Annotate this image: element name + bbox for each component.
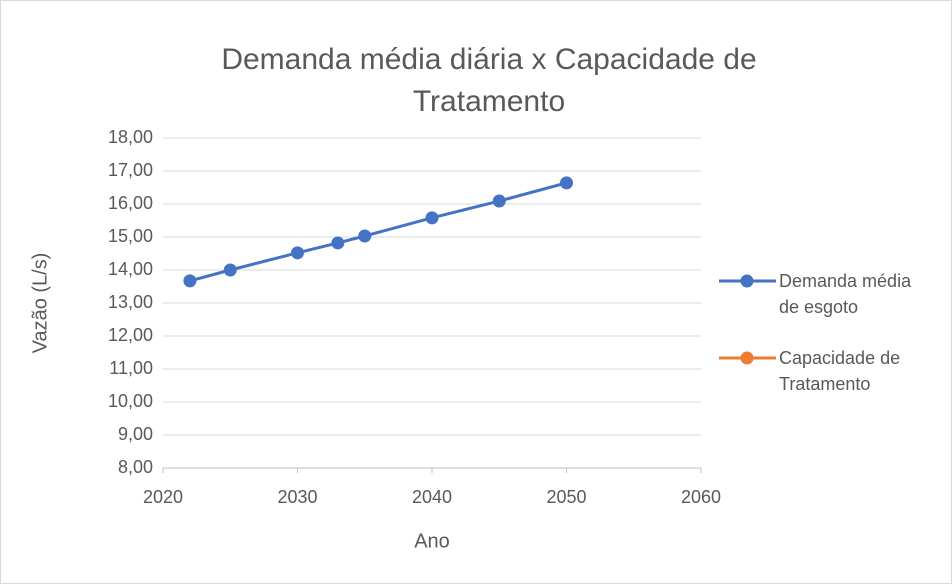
- data-point: [223, 263, 237, 277]
- x-tick-label: 2050: [546, 487, 586, 507]
- x-axis-label: Ano: [414, 530, 450, 552]
- data-point: [358, 229, 372, 243]
- legend-marker: [740, 274, 754, 288]
- y-tick-label: 18,00: [108, 127, 153, 147]
- y-tick-label: 11,00: [109, 358, 153, 378]
- x-tick-label: 2020: [143, 487, 183, 507]
- chart-title: Demanda média diária x Capacidade de Tra…: [221, 43, 757, 118]
- legend-marker: [740, 351, 754, 365]
- data-point: [291, 246, 304, 260]
- y-tick-label: 10,00: [108, 391, 153, 411]
- y-tick-label: 8,00: [118, 457, 153, 477]
- legend-label: Demanda média de esgoto: [779, 271, 912, 317]
- y-tick-label: 14,00: [108, 259, 153, 279]
- y-tick-label: 13,00: [108, 292, 153, 312]
- y-tick-label: 16,00: [108, 193, 153, 213]
- x-tick-label: 2060: [681, 487, 721, 507]
- data-point: [331, 236, 345, 250]
- y-tick-label: 15,00: [108, 226, 153, 246]
- y-tick-label: 12,00: [108, 325, 153, 345]
- y-axis-label: Vazão (L/s): [29, 253, 51, 354]
- y-tick-label: 9,00: [118, 424, 153, 444]
- legend-label: Capacidade de Tratamento: [779, 348, 901, 394]
- data-point: [492, 194, 506, 208]
- x-tick-label: 2030: [277, 487, 317, 507]
- series-line: [189, 181, 567, 283]
- data-point: [183, 274, 197, 288]
- data-point: [425, 211, 439, 225]
- data-point: [560, 176, 573, 190]
- y-tick-label: 17,00: [108, 160, 153, 180]
- x-tick-label: 2040: [412, 487, 452, 507]
